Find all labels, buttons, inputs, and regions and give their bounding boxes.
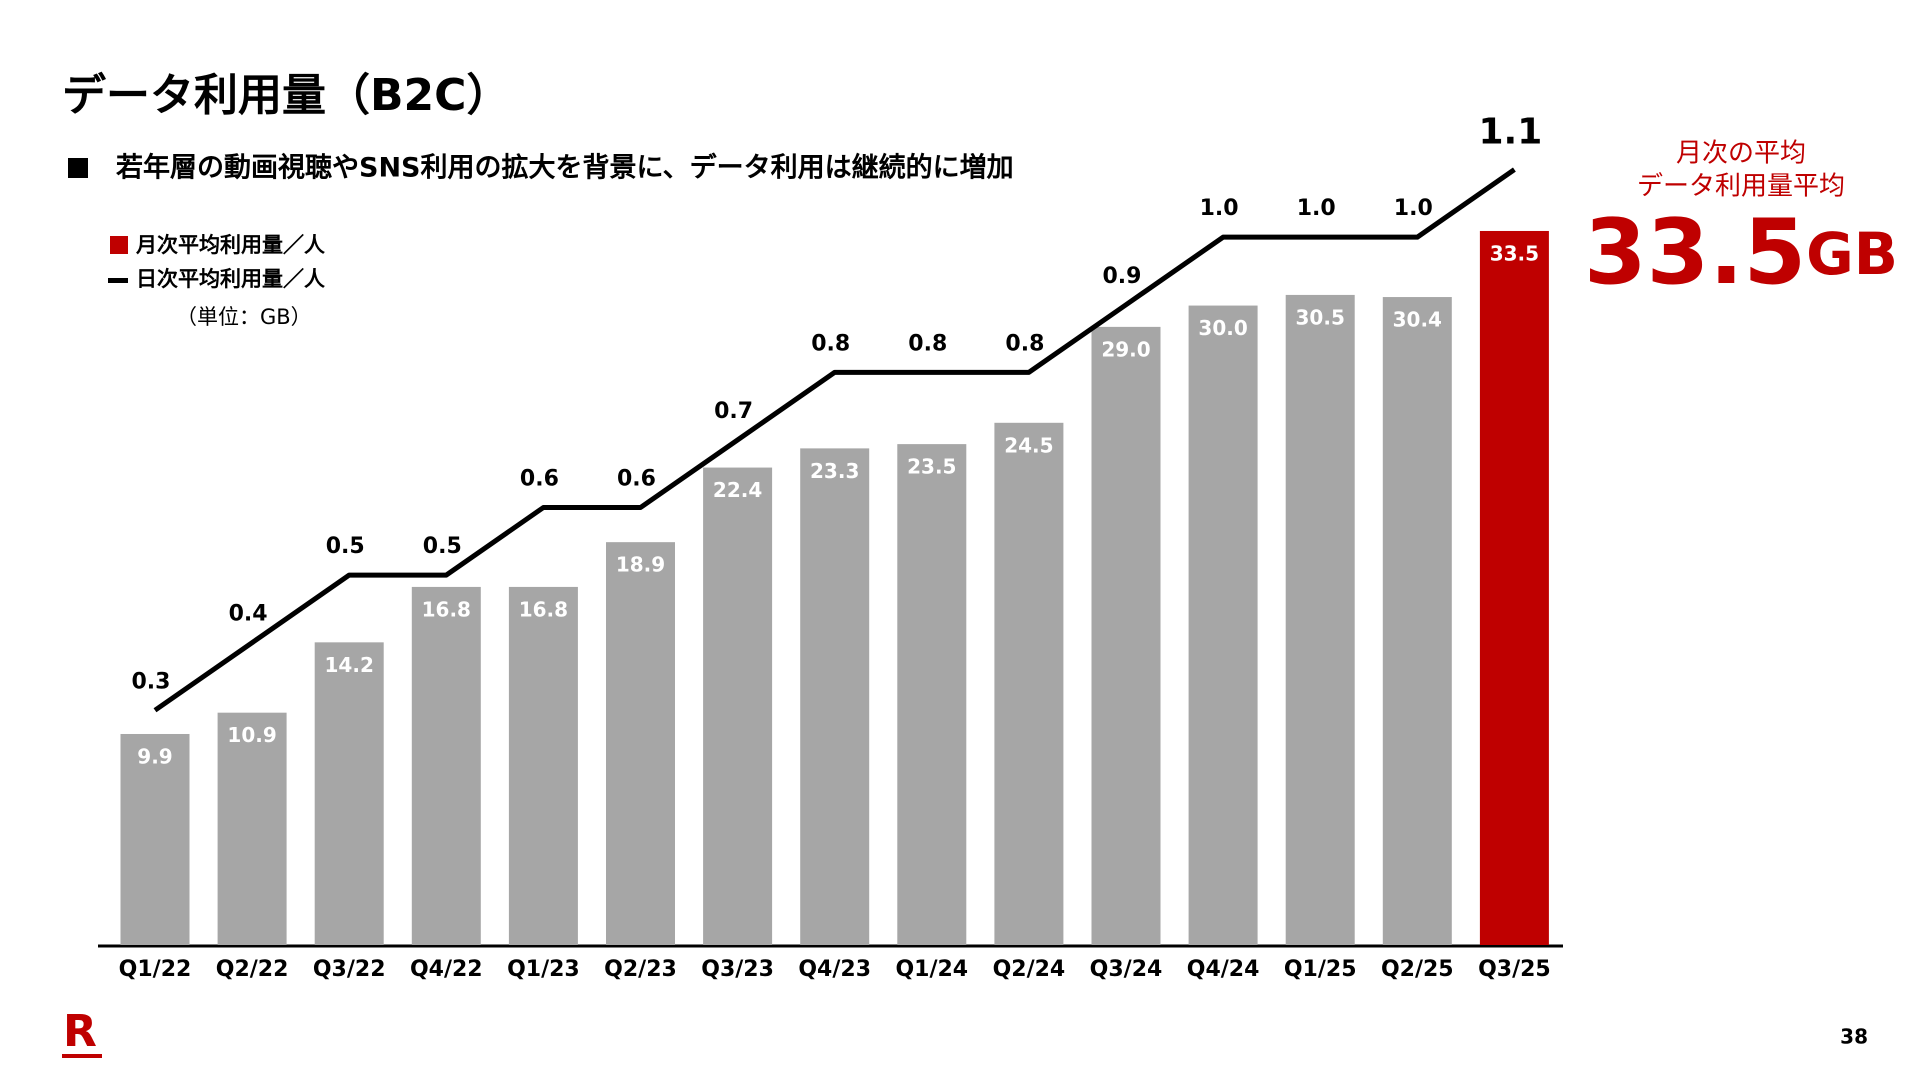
bar-value-label: 14.2 bbox=[325, 653, 374, 677]
bar-value-label: 24.5 bbox=[1004, 433, 1053, 457]
line-value-label: 1.0 bbox=[1297, 196, 1336, 221]
bar-value-label: 29.0 bbox=[1101, 337, 1150, 361]
line-value-label: 0.7 bbox=[714, 399, 753, 424]
bar bbox=[994, 422, 1064, 945]
bar-value-label: 9.9 bbox=[137, 744, 172, 768]
x-tick-label: Q3/25 bbox=[1478, 957, 1551, 982]
page-number: 38 bbox=[1840, 1025, 1868, 1049]
line-value-label: 0.8 bbox=[1005, 331, 1044, 356]
line-value-label: 0.4 bbox=[229, 602, 268, 627]
subtitle: 若年層の動画視聴やSNS利用の拡大を背景に、データ利用は継続的に増加 bbox=[116, 152, 1014, 184]
legend-swatch bbox=[110, 236, 128, 254]
bar bbox=[508, 586, 578, 945]
line-value-label: 0.3 bbox=[132, 669, 171, 694]
logo-underline bbox=[62, 1054, 102, 1058]
bar-value-label: 30.0 bbox=[1198, 316, 1247, 340]
x-tick-label: Q2/23 bbox=[604, 957, 677, 982]
bar bbox=[217, 712, 287, 945]
bar-value-label: 30.5 bbox=[1296, 305, 1345, 329]
bar bbox=[1382, 297, 1452, 945]
logo: R bbox=[63, 1006, 97, 1057]
chart-title: データ利用量（B2C） bbox=[62, 70, 510, 121]
bar-value-label: 16.8 bbox=[422, 597, 471, 621]
line-value-label: 0.8 bbox=[908, 331, 947, 356]
line bbox=[153, 167, 1516, 713]
bar-value-label: 22.4 bbox=[713, 478, 762, 502]
highlight-number: 33.5 bbox=[1584, 200, 1806, 305]
x-tick-label: Q4/22 bbox=[410, 957, 483, 982]
x-tick-label: Q2/22 bbox=[216, 957, 289, 982]
x-tick-label: Q1/22 bbox=[119, 957, 192, 982]
bar bbox=[1479, 230, 1549, 945]
bar bbox=[314, 642, 384, 945]
bar bbox=[897, 444, 967, 945]
x-tick-label: Q4/24 bbox=[1187, 957, 1260, 982]
line-value-label: 0.5 bbox=[423, 534, 462, 559]
x-tick-label: Q3/22 bbox=[313, 957, 386, 982]
highlight-caption: 月次の平均 bbox=[1676, 139, 1806, 169]
x-tick-label: Q3/24 bbox=[1090, 957, 1163, 982]
bar-value-label: 30.4 bbox=[1393, 308, 1442, 332]
bullet bbox=[68, 158, 88, 178]
bar-value-label: 18.9 bbox=[616, 553, 665, 577]
x-tick-label: Q2/25 bbox=[1381, 957, 1454, 982]
x-tick-label: Q4/23 bbox=[798, 957, 871, 982]
line-value-label: 1.0 bbox=[1200, 196, 1239, 221]
unit-note: （単位：GB） bbox=[176, 305, 312, 329]
line-value-label: 0.8 bbox=[811, 331, 850, 356]
bar bbox=[1091, 326, 1161, 945]
legend-label: 月次平均利用量／人 bbox=[135, 233, 325, 257]
x-tick-label: Q1/24 bbox=[895, 957, 968, 982]
bar-value-label: 23.3 bbox=[810, 459, 859, 483]
line-value-label: 0.5 bbox=[326, 534, 365, 559]
bar bbox=[1188, 305, 1258, 946]
bar-value-label: 23.5 bbox=[907, 455, 956, 479]
bar bbox=[606, 542, 675, 945]
line-value-label: 0.6 bbox=[520, 467, 559, 492]
bar bbox=[703, 467, 773, 945]
legend-swatch bbox=[108, 278, 128, 283]
x-tick-label: Q1/23 bbox=[507, 957, 580, 982]
bar-value-label: 10.9 bbox=[227, 723, 276, 747]
x-tick-label: Q3/23 bbox=[701, 957, 774, 982]
x-tick-label: Q1/25 bbox=[1284, 957, 1357, 982]
line-value-label: 1.1 bbox=[1479, 112, 1543, 153]
bar-value-label: 16.8 bbox=[519, 597, 568, 621]
bar-value-label: 33.5 bbox=[1490, 241, 1539, 265]
highlight-caption: データ利用量平均 bbox=[1637, 172, 1845, 202]
highlight-unit: GB bbox=[1806, 220, 1898, 288]
line-value-label: 0.6 bbox=[617, 467, 656, 492]
legend-label: 日次平均利用量／人 bbox=[136, 267, 325, 291]
bar bbox=[411, 586, 481, 945]
highlight-value: 33.5GB bbox=[1584, 200, 1898, 305]
bar bbox=[120, 733, 190, 945]
bar bbox=[800, 448, 870, 945]
bar bbox=[1285, 294, 1355, 945]
line-value-label: 1.0 bbox=[1394, 196, 1433, 221]
line-value-label: 0.9 bbox=[1103, 264, 1142, 289]
x-tick-label: Q2/24 bbox=[993, 957, 1066, 982]
